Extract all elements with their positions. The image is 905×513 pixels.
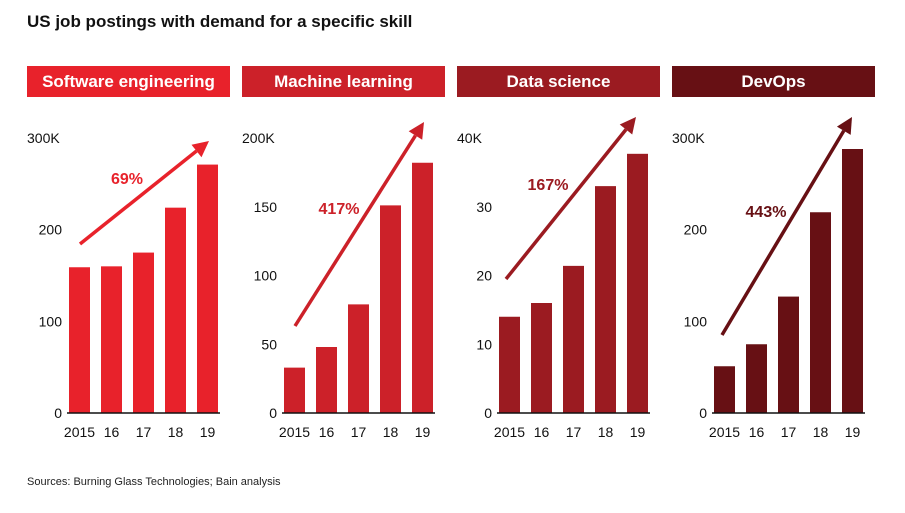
bar-devops-17 [778, 296, 799, 413]
y-tick-label: 150 [254, 199, 278, 215]
growth-percent-label: 417% [319, 201, 360, 218]
y-tick-label: 0 [54, 405, 62, 421]
bar-software-engineering-16 [101, 266, 122, 413]
bar-data-science-2015 [499, 316, 520, 413]
x-tick-label: 18 [168, 424, 184, 440]
x-tick-label: 18 [598, 424, 614, 440]
y-tick-label: 200 [684, 222, 708, 238]
y-tick-label: 300K [27, 130, 60, 146]
x-tick-label: 17 [566, 424, 582, 440]
y-tick-label: 100 [684, 313, 708, 329]
x-tick-label: 19 [200, 424, 216, 440]
x-tick-label: 16 [534, 424, 550, 440]
y-tick-label: 0 [269, 405, 277, 421]
y-tick-label: 30 [476, 199, 492, 215]
growth-arrow [293, 134, 417, 327]
bar-software-engineering-17 [133, 252, 154, 413]
source-note: Sources: Burning Glass Technologies; Bai… [27, 476, 281, 488]
panel-header-devops: DevOps [672, 66, 875, 97]
growth-arrow [720, 129, 846, 336]
x-tick-label: 18 [383, 424, 399, 440]
bar-data-science-17 [563, 265, 584, 413]
chart-title: US job postings with demand for a specif… [27, 12, 413, 31]
bar-data-science-19 [627, 153, 648, 413]
bar-data-science-18 [595, 186, 616, 413]
bar-devops-16 [746, 344, 767, 413]
x-tick-label: 16 [104, 424, 120, 440]
y-tick-label: 50 [261, 336, 277, 352]
bar-devops-18 [810, 212, 831, 413]
growth-arrow [78, 149, 198, 246]
growth-arrow [504, 128, 628, 281]
panel-header-software-engineering: Software engineering [27, 66, 230, 97]
x-tick-label: 17 [136, 424, 152, 440]
bar-devops-2015 [714, 366, 735, 413]
x-tick-label: 19 [630, 424, 646, 440]
y-tick-label: 200 [39, 222, 63, 238]
bar-machine-learning-16 [316, 347, 337, 413]
growth-arrow-head [836, 117, 852, 135]
y-tick-label: 40K [457, 130, 483, 146]
x-tick-label: 2015 [279, 424, 310, 440]
bar-software-engineering-19 [197, 164, 218, 413]
x-tick-label: 18 [813, 424, 829, 440]
y-tick-label: 300K [672, 130, 705, 146]
y-tick-label: 0 [484, 405, 492, 421]
y-tick-label: 10 [476, 336, 492, 352]
growth-arrow-head [191, 141, 209, 158]
bar-software-engineering-2015 [69, 267, 90, 413]
growth-arrow-head [619, 117, 636, 135]
y-tick-label: 200K [242, 130, 275, 146]
growth-arrow-head [408, 122, 424, 140]
y-tick-label: 100 [254, 268, 278, 284]
x-tick-label: 2015 [494, 424, 525, 440]
growth-percent-label: 167% [528, 177, 569, 194]
x-tick-label: 16 [319, 424, 335, 440]
panel-header-machine-learning: Machine learning [242, 66, 445, 97]
x-tick-label: 2015 [64, 424, 95, 440]
x-tick-label: 19 [415, 424, 431, 440]
bar-machine-learning-19 [412, 162, 433, 413]
bar-devops-19 [842, 149, 863, 413]
y-tick-label: 20 [476, 268, 492, 284]
panel-header-data-science: Data science [457, 66, 660, 97]
bar-data-science-16 [531, 303, 552, 413]
bar-machine-learning-17 [348, 304, 369, 413]
x-tick-label: 16 [749, 424, 765, 440]
y-tick-label: 100 [39, 313, 63, 329]
x-tick-label: 17 [781, 424, 797, 440]
y-tick-label: 0 [699, 405, 707, 421]
growth-percent-label: 443% [746, 204, 787, 221]
x-tick-label: 2015 [709, 424, 740, 440]
bar-machine-learning-2015 [284, 367, 305, 413]
growth-percent-label: 69% [111, 171, 143, 188]
x-tick-label: 19 [845, 424, 861, 440]
bar-software-engineering-18 [165, 207, 186, 413]
bar-machine-learning-18 [380, 205, 401, 413]
x-tick-label: 17 [351, 424, 367, 440]
